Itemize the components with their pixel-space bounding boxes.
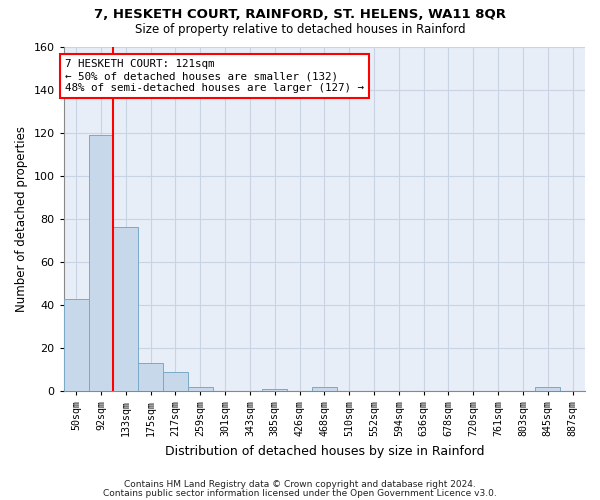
Bar xyxy=(89,135,113,391)
Text: Contains HM Land Registry data © Crown copyright and database right 2024.: Contains HM Land Registry data © Crown c… xyxy=(124,480,476,489)
X-axis label: Distribution of detached houses by size in Rainford: Distribution of detached houses by size … xyxy=(164,444,484,458)
Bar xyxy=(262,389,287,391)
Bar xyxy=(535,387,560,391)
Bar xyxy=(312,387,337,391)
Text: 7 HESKETH COURT: 121sqm
← 50% of detached houses are smaller (132)
48% of semi-d: 7 HESKETH COURT: 121sqm ← 50% of detache… xyxy=(65,60,364,92)
Text: Size of property relative to detached houses in Rainford: Size of property relative to detached ho… xyxy=(134,22,466,36)
Y-axis label: Number of detached properties: Number of detached properties xyxy=(15,126,28,312)
Bar xyxy=(188,387,212,391)
Text: Contains public sector information licensed under the Open Government Licence v3: Contains public sector information licen… xyxy=(103,488,497,498)
Bar xyxy=(138,363,163,391)
Bar xyxy=(64,298,89,391)
Text: 7, HESKETH COURT, RAINFORD, ST. HELENS, WA11 8QR: 7, HESKETH COURT, RAINFORD, ST. HELENS, … xyxy=(94,8,506,20)
Bar xyxy=(113,228,138,391)
Bar xyxy=(163,372,188,391)
